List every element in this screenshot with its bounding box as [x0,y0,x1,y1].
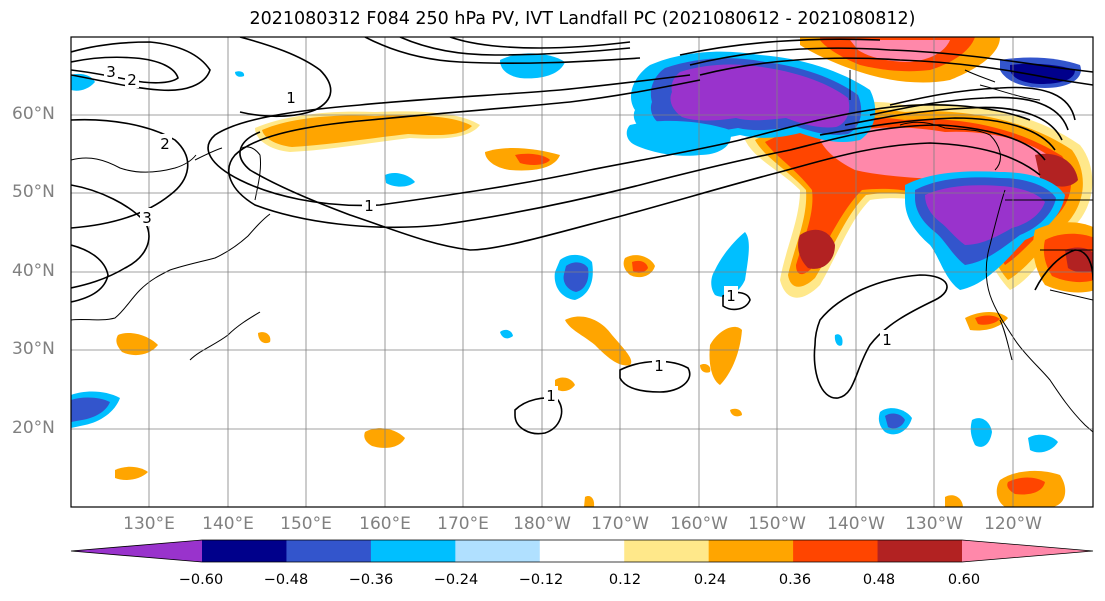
colorbar-tick-label: 0.12 [608,572,642,588]
colorbar-segment [455,540,541,562]
colorbar-tick-label: 0.48 [862,572,896,588]
colorbar-segment [202,540,288,562]
lat-label: 40°N [12,261,55,281]
colorbar-tick-label: −0.24 [433,572,479,588]
contour-label: 1 [364,197,374,215]
lon-label: 160°W [670,514,728,534]
colorbar-tick-label: 0.24 [693,572,727,588]
contour-label: 1 [654,357,664,375]
contour-label: 3 [106,63,116,81]
lat-label: 50°N [12,182,55,202]
lon-label: 130°E [123,514,175,534]
contour-label: 1 [546,387,556,405]
colorbar-segment [624,540,710,562]
lon-label: 140°E [202,514,254,534]
colorbar-segment [793,540,879,562]
contour-label: 2 [127,71,137,89]
lon-label: 170°W [591,514,649,534]
colorbar-tick-label: 0.36 [778,572,812,588]
colorbar-segment [708,540,794,562]
colorbar-segment [539,540,625,562]
map-frame [70,36,1094,508]
lon-label: 130°W [905,514,963,534]
colorbar-tick-label: −0.36 [348,572,394,588]
contour-label: 1 [286,89,296,107]
contour-label-halos [104,62,894,404]
contour-label: 3 [142,209,152,227]
colorbar-extend-max [962,540,1093,562]
pv-contours [71,37,1093,435]
lon-label: 140°W [827,514,885,534]
contour-label: 1 [726,287,736,305]
lat-label: 20°N [12,418,55,438]
lon-label: 180°W [513,514,571,534]
lat-label: 30°N [12,339,55,359]
lon-label: 150°E [280,514,332,534]
lon-label: 150°W [748,514,806,534]
colorbar-tick-label: −0.48 [263,572,309,588]
colorbar-tick-label: −0.60 [178,572,224,588]
colorbar-segment [877,540,963,562]
contour-label: 2 [160,135,170,153]
colorbar-segment [370,540,456,562]
colorbar-extend-min [71,540,202,562]
lon-label: 160°E [359,514,411,534]
colorbar-outline [70,539,1094,563]
contour-label: 1 [882,331,892,349]
colorbar-segment [286,540,372,562]
colorbar-tick-label: 0.60 [947,572,981,588]
contour-labels: 3 2 1 2 3 1 1 1 1 1 [106,63,892,405]
figure-title: 2021080312 F084 250 hPa PV, IVT Landfall… [249,9,916,29]
lat-label: 60°N [12,104,55,124]
lon-label: 170°E [437,514,489,534]
lon-label: 120°W [984,514,1042,534]
colorbar [70,539,1094,563]
colorbar-tick-label: −0.12 [518,572,564,588]
